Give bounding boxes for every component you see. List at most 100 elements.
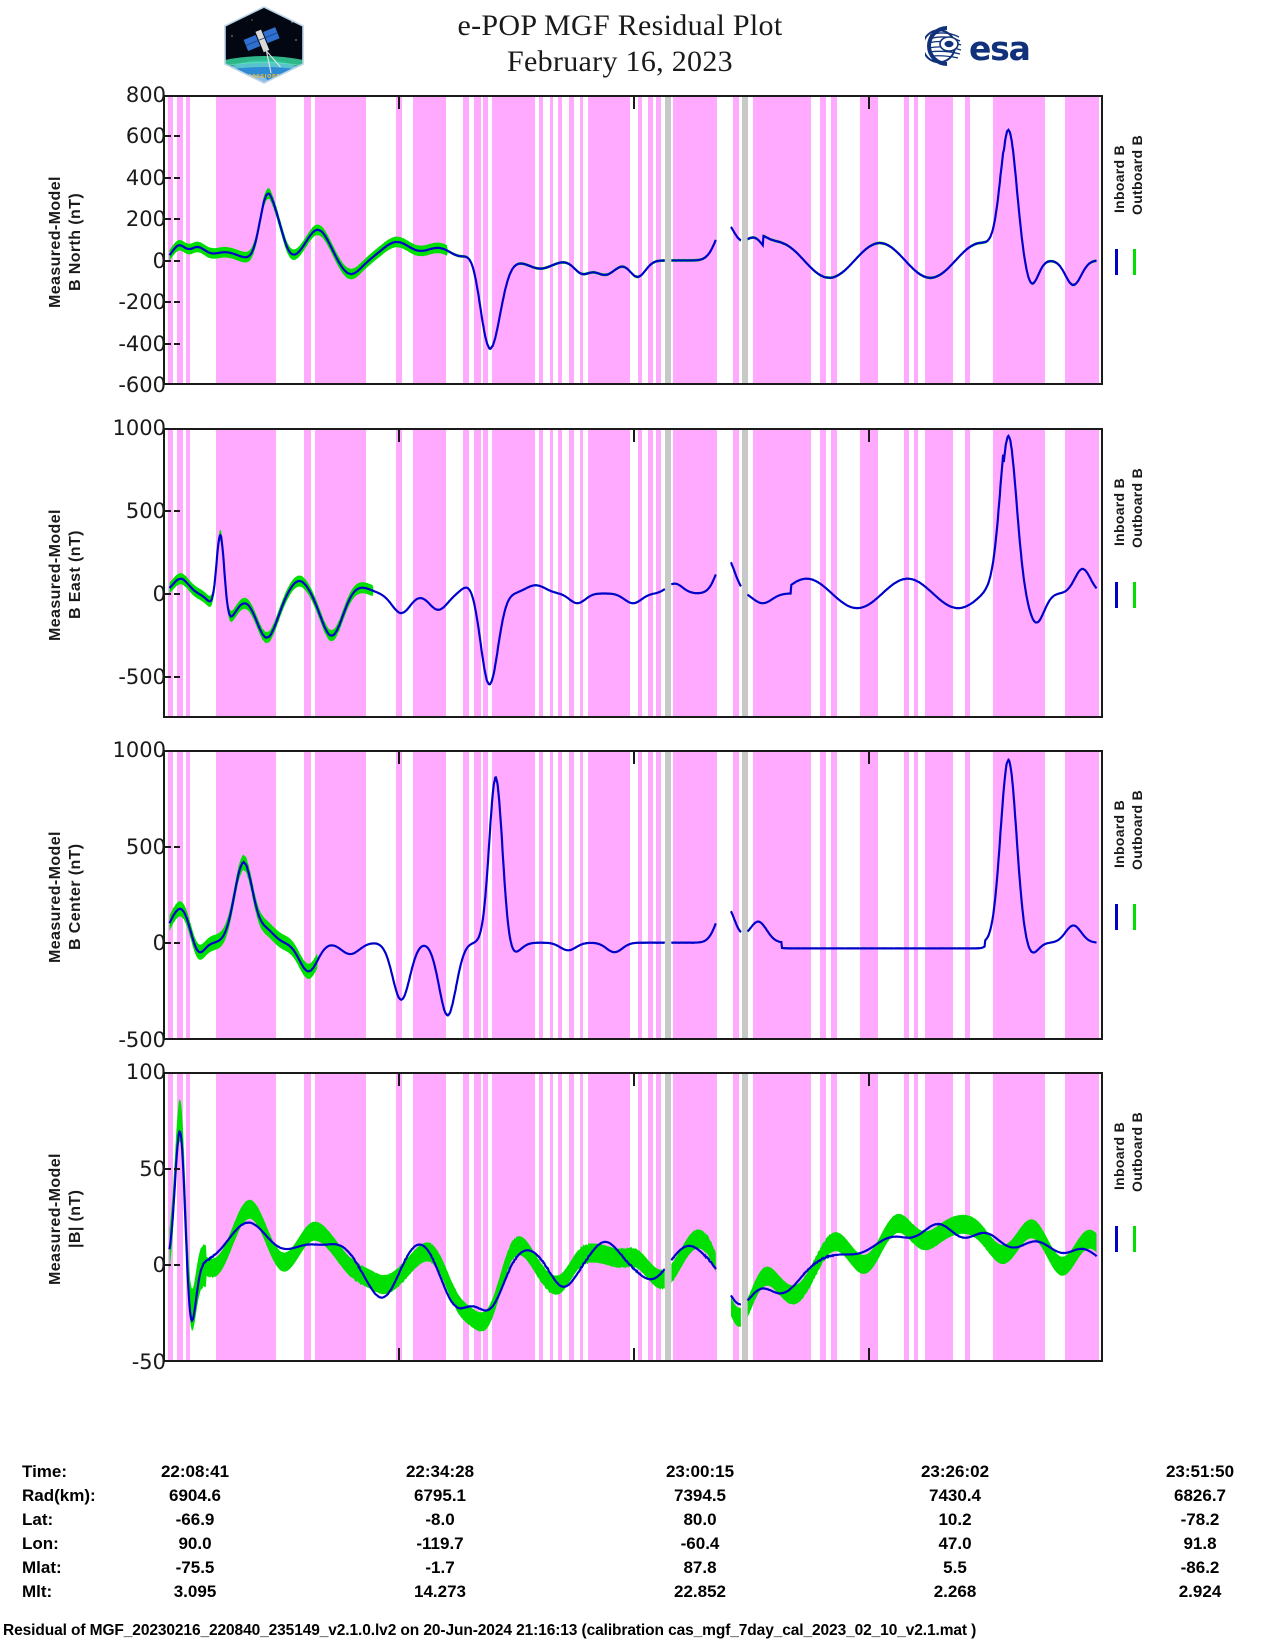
shaded-region-band — [167, 1074, 174, 1360]
title-date: February 16, 2023 — [507, 45, 733, 78]
inboard-b-trace — [730, 1294, 741, 1306]
shaded-region-band — [656, 430, 662, 716]
shaded-region-band — [831, 97, 838, 383]
table-row: Lat: -66.9 -8.0 80.0 10.2 -78.2 — [0, 1510, 1275, 1534]
esa-logo-icon: esa — [922, 24, 1043, 68]
y-axis-tick-mark — [163, 509, 171, 512]
shaded-region-band — [185, 430, 191, 716]
shaded-region-band — [913, 1074, 918, 1360]
x-axis-tick-mark — [868, 1072, 870, 1086]
x-axis-tick-mark-bottom — [868, 1348, 870, 1362]
plot-area-b-north — [165, 97, 1101, 383]
x-axis-tick-mark — [398, 750, 400, 764]
inboard-b-trace — [729, 561, 742, 587]
outboard-b-trace — [747, 758, 1097, 954]
shaded-region-band — [588, 752, 631, 1038]
y-axis-tick-mark-minor — [174, 301, 180, 304]
table-cell: -86.2 — [1180, 1558, 1220, 1577]
y-axis-tick-label: 1000 — [112, 416, 166, 440]
legend-swatch-inboard — [1115, 903, 1118, 930]
table-cell: 2.924 — [1178, 1582, 1222, 1601]
shaded-region-band — [673, 97, 718, 383]
table-cell: -66.9 — [175, 1510, 215, 1529]
shaded-region-band — [588, 1074, 631, 1360]
y-axis-tick-label: 800 — [125, 83, 166, 107]
y-axis-tick-label: -400 — [118, 331, 166, 356]
shaded-region-band — [588, 430, 631, 716]
shaded-region-band — [904, 430, 910, 716]
inboard-b-trace — [747, 128, 1097, 287]
x-axis-tick-mark — [868, 750, 870, 764]
table-row: Mlat: -75.5 -1.7 87.8 5.5 -86.2 — [0, 1558, 1275, 1582]
shaded-region-band — [579, 97, 584, 383]
x-axis-tick-mark-bottom — [398, 1348, 400, 1362]
panel-b-east — [163, 428, 1103, 718]
legend-label-inboard: Inboard B — [1111, 1121, 1127, 1190]
panel-frame — [163, 750, 1103, 1040]
x-axis-tick-mark — [633, 750, 635, 764]
shaded-region-band — [752, 430, 811, 716]
shaded-region-band — [314, 752, 367, 1038]
table-cell: 10.2 — [938, 1510, 972, 1529]
table-cell: 23:00:15 — [665, 1462, 735, 1481]
y-axis-tick-mark-minor — [174, 259, 180, 262]
y-axis-tick-label: -500 — [118, 1028, 166, 1052]
legend-label-inboard: Inboard B — [1111, 799, 1127, 868]
shaded-region-band — [558, 752, 562, 1038]
plot-area-b-east — [165, 430, 1101, 716]
outboard-b-trace — [747, 434, 1097, 624]
table-cell: -8.0 — [425, 1510, 455, 1529]
shaded-region-band — [539, 97, 544, 383]
y-axis-tick-mark — [163, 675, 171, 678]
shaded-region-band — [647, 430, 653, 716]
series-canvas — [168, 1099, 1098, 1332]
shaded-region-band — [859, 752, 879, 1038]
y-axis-tick-label: 500 — [125, 498, 166, 523]
shaded-region-band — [831, 430, 838, 716]
y-axis-tick-mark-minor — [174, 218, 180, 221]
inboard-b-trace — [670, 1244, 717, 1270]
shaded-region-band — [185, 97, 191, 383]
shaded-region-band — [167, 752, 174, 1038]
outboard-b-trace — [169, 776, 665, 1017]
legend-swatch-inboard — [1115, 248, 1118, 275]
y-axis-tick-mark — [163, 942, 171, 945]
y-axis-tick-label: 500 — [125, 834, 166, 859]
page-title: e-POP MGF Residual Plot February 16, 202… — [330, 8, 910, 80]
shaded-region-band — [925, 430, 954, 716]
panel-b-center — [163, 750, 1103, 1040]
shaded-region-band — [656, 97, 662, 383]
table-cell: 7394.5 — [674, 1486, 726, 1505]
inboard-b-trace — [730, 910, 742, 933]
shaded-region-band — [647, 752, 653, 1038]
shaded-region-band — [673, 1074, 718, 1360]
y-axis-tick-label: 0 — [152, 1253, 166, 1278]
shaded-region-band — [539, 1074, 544, 1360]
shaded-region-band — [483, 1074, 488, 1360]
table-cell: 6826.7 — [1174, 1486, 1226, 1505]
shaded-region-band — [831, 1074, 838, 1360]
table-cell: -75.5 — [175, 1558, 215, 1577]
inboard-b-trace — [168, 192, 665, 350]
shaded-region-band — [569, 97, 575, 383]
y-axis-tick-label: 400 — [125, 165, 166, 190]
outboard-b-trace — [671, 238, 716, 262]
x-axis-tick-mark-bottom — [633, 1348, 635, 1362]
y-axis-tick-mark-minor — [174, 176, 180, 179]
x-axis-tick-mark — [398, 428, 400, 442]
shaded-region-band — [637, 430, 643, 716]
plot-area-b-center — [165, 752, 1101, 1038]
shaded-region-band — [904, 752, 910, 1038]
shaded-region-band — [549, 1074, 554, 1360]
shaded-region-band — [673, 752, 718, 1038]
table-row: Lon: 90.0 -119.7 -60.4 47.0 91.8 — [0, 1534, 1275, 1558]
shaded-region-band — [993, 97, 1045, 383]
plot-area-b-magnitude — [165, 1074, 1101, 1360]
shaded-region-band — [637, 97, 643, 383]
shaded-region-band — [462, 97, 470, 383]
y-axis-tick-label: 1000 — [112, 738, 166, 762]
y-axis-tick-label: 0 — [152, 581, 166, 606]
shaded-region-band — [539, 430, 544, 716]
inboard-b-trace — [746, 757, 1097, 954]
table-cell: 23:51:50 — [1165, 1462, 1235, 1481]
